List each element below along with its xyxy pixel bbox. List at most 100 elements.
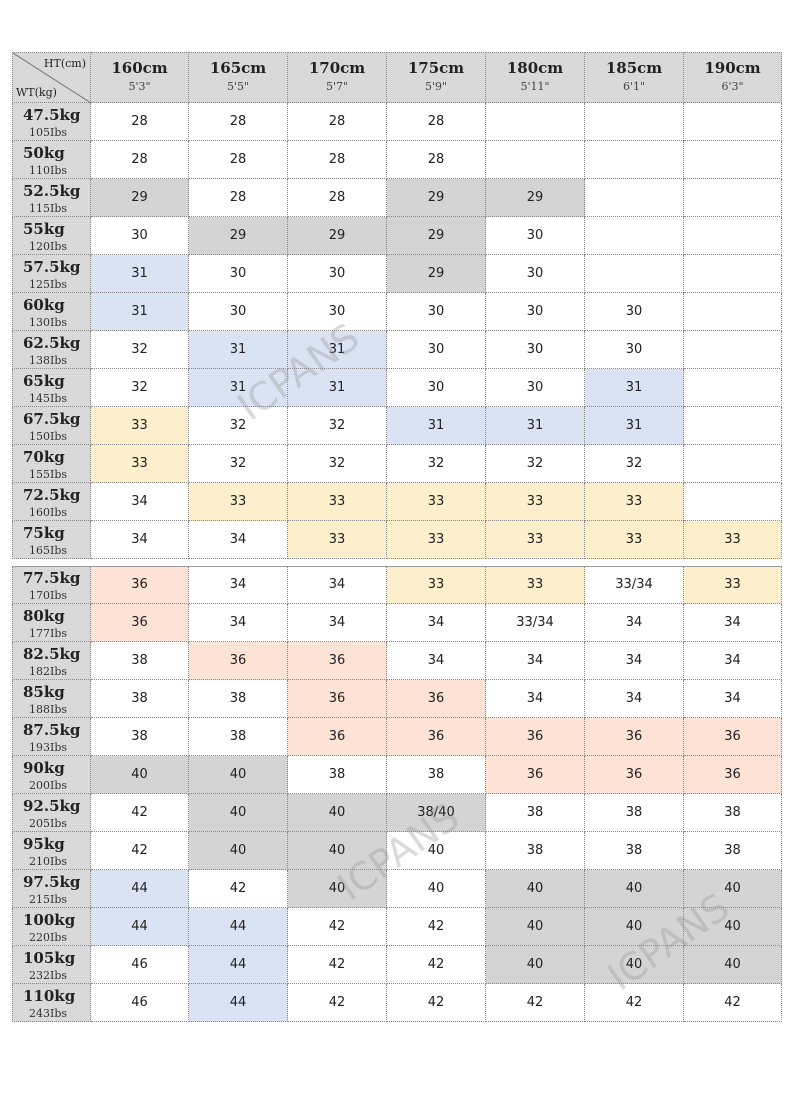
weight-cell: 110kg 243Ibs bbox=[12, 984, 91, 1022]
size-cell: 33 bbox=[684, 521, 782, 559]
height-ft: 6'3" bbox=[721, 80, 744, 93]
size-cell: 42 bbox=[91, 832, 189, 870]
size-value: 30 bbox=[328, 304, 346, 319]
size-value: 32 bbox=[229, 456, 247, 471]
size-cell: 40 bbox=[288, 794, 387, 832]
size-cell: 40 bbox=[288, 870, 387, 908]
size-cell: 34 bbox=[189, 521, 288, 559]
size-cell: 28 bbox=[288, 141, 387, 179]
size-value: 38 bbox=[625, 805, 643, 820]
size-cell: 29 bbox=[387, 255, 486, 293]
size-value: 29 bbox=[328, 228, 346, 243]
size-value: 31 bbox=[131, 304, 148, 319]
size-cell: 33 bbox=[585, 483, 684, 521]
size-cell bbox=[585, 179, 684, 217]
weight-lbs: 232Ibs bbox=[29, 969, 68, 982]
weight-lbs: 155Ibs bbox=[29, 468, 68, 481]
size-cell bbox=[684, 103, 782, 141]
size-value: 40 bbox=[526, 881, 544, 896]
weight-cell: 85kg 188Ibs bbox=[12, 680, 91, 718]
size-cell: 36 bbox=[288, 718, 387, 756]
size-value: 28 bbox=[131, 114, 148, 129]
weight-lbs: 160Ibs bbox=[29, 506, 68, 519]
size-value: 31 bbox=[625, 418, 643, 433]
corner-bottom: WT(kg) bbox=[16, 86, 57, 99]
size-cell bbox=[585, 217, 684, 255]
size-cell: 30 bbox=[486, 331, 585, 369]
size-value: 40 bbox=[229, 805, 247, 820]
size-value: 36 bbox=[131, 615, 148, 630]
weight-kg: 55kg bbox=[23, 220, 65, 238]
size-value: 40 bbox=[724, 881, 741, 896]
size-value: 34 bbox=[625, 691, 643, 706]
size-value: 40 bbox=[625, 881, 643, 896]
size-value: 30 bbox=[526, 304, 544, 319]
size-cell: 36 bbox=[585, 756, 684, 794]
size-value: 40 bbox=[328, 881, 346, 896]
size-value: 28 bbox=[229, 114, 247, 129]
weight-lbs: 110Ibs bbox=[29, 164, 68, 177]
size-cell: 32 bbox=[585, 445, 684, 483]
size-cell: 33/34 bbox=[486, 604, 585, 642]
size-value: 30 bbox=[328, 266, 346, 281]
size-cell: 40 bbox=[684, 946, 782, 984]
size-value: 34 bbox=[328, 577, 346, 592]
size-value: 46 bbox=[131, 995, 148, 1010]
weight-kg: 62.5kg bbox=[23, 334, 81, 352]
size-cell: 30 bbox=[585, 293, 684, 331]
size-value: 28 bbox=[229, 190, 247, 205]
size-cell: 34 bbox=[486, 642, 585, 680]
size-value: 36 bbox=[625, 767, 643, 782]
weight-lbs: 115Ibs bbox=[29, 202, 68, 215]
size-cell: 42 bbox=[387, 984, 486, 1022]
size-cell: 30 bbox=[288, 293, 387, 331]
size-cell: 34 bbox=[91, 521, 189, 559]
size-value: 38 bbox=[328, 767, 346, 782]
size-value: 32 bbox=[625, 456, 643, 471]
size-cell: 38 bbox=[91, 642, 189, 680]
weight-kg: 82.5kg bbox=[23, 645, 81, 663]
height-ft: 5'11" bbox=[520, 80, 550, 93]
height-cm: 175cm bbox=[407, 59, 465, 77]
size-value: 34 bbox=[229, 577, 247, 592]
size-cell bbox=[486, 103, 585, 141]
size-value: 32 bbox=[328, 418, 346, 433]
size-value: 32 bbox=[131, 342, 148, 357]
size-value: 42 bbox=[229, 881, 247, 896]
size-value: 38 bbox=[229, 691, 247, 706]
size-cell: 38 bbox=[486, 794, 585, 832]
size-cell bbox=[585, 141, 684, 179]
weight-kg: 95kg bbox=[23, 835, 65, 853]
size-value: 44 bbox=[131, 919, 148, 934]
size-value: 30 bbox=[526, 228, 544, 243]
size-value: 28 bbox=[427, 114, 445, 129]
size-cell: 40 bbox=[387, 832, 486, 870]
size-value: 38 bbox=[427, 767, 445, 782]
size-value: 32 bbox=[229, 418, 247, 433]
size-cell: 36 bbox=[486, 756, 585, 794]
size-cell: 34 bbox=[585, 642, 684, 680]
size-cell: 40 bbox=[684, 870, 782, 908]
size-cell: 40 bbox=[684, 908, 782, 946]
size-cell: 32 bbox=[91, 331, 189, 369]
size-cell: 33/34 bbox=[585, 566, 684, 604]
size-cell: 44 bbox=[189, 908, 288, 946]
size-value: 33 bbox=[427, 577, 445, 592]
weight-cell: 87.5kg 193Ibs bbox=[12, 718, 91, 756]
size-cell: 28 bbox=[387, 141, 486, 179]
weight-lbs: 215Ibs bbox=[29, 893, 68, 906]
size-cell: 38 bbox=[585, 794, 684, 832]
weight-cell: 67.5kg 150Ibs bbox=[12, 407, 91, 445]
size-cell bbox=[585, 103, 684, 141]
size-value: 40 bbox=[625, 919, 643, 934]
size-cell: 34 bbox=[288, 604, 387, 642]
size-cell: 33 bbox=[585, 521, 684, 559]
size-cell bbox=[585, 255, 684, 293]
size-cell: 38/40 bbox=[387, 794, 486, 832]
weight-cell: 50kg 110Ibs bbox=[12, 141, 91, 179]
size-value: 31 bbox=[328, 342, 346, 357]
size-cell: 36 bbox=[486, 718, 585, 756]
size-value: 34 bbox=[229, 615, 247, 630]
size-value: 34 bbox=[427, 615, 445, 630]
size-cell: 36 bbox=[91, 604, 189, 642]
